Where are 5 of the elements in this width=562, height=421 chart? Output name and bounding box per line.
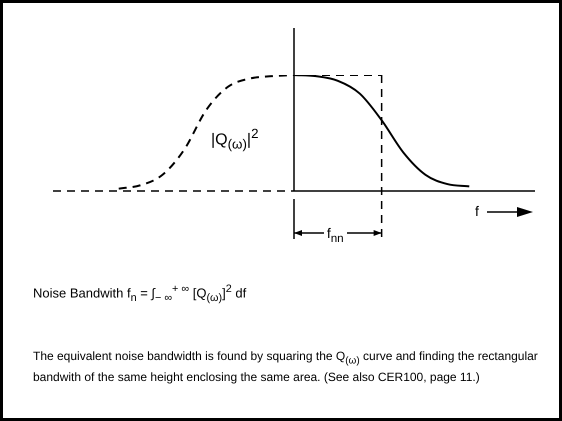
- annotation: |Q$_{(ω)}$|$^{2}$: [211, 125, 258, 154]
- x-axis-title: f: [475, 203, 479, 219]
- text: The equivalent noise bandwidth is found by squaring the Q$_{(ω)}$ curve and finding the rectangular bandwith of the same height enclosing the same area. (See also CER100, page 11.): [33, 348, 539, 386]
- text: f$_{nn}$: [324, 225, 347, 245]
- text: Noise Bandwith f$_{n}$ = ∫$_{− ∞}$$^{+ ∞}$ [Q$_{(ω)}$]$^{2}$ df: [33, 283, 246, 304]
